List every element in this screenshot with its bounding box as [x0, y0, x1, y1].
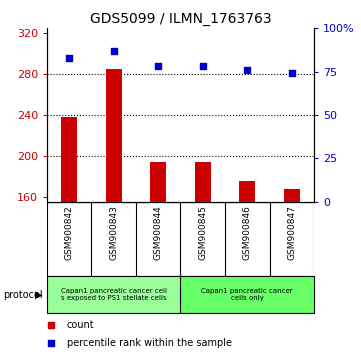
Text: ▶: ▶ — [35, 290, 43, 300]
Point — [289, 70, 295, 76]
Text: GSM900846: GSM900846 — [243, 205, 252, 261]
Text: percentile rank within the sample: percentile rank within the sample — [67, 338, 232, 348]
Bar — [47, 276, 180, 313]
Point — [66, 55, 72, 61]
Text: GSM900845: GSM900845 — [198, 205, 207, 261]
Text: GSM900842: GSM900842 — [65, 205, 74, 260]
Point — [244, 67, 250, 73]
Title: GDS5099 / ILMN_1763763: GDS5099 / ILMN_1763763 — [90, 12, 271, 26]
Point — [200, 64, 206, 69]
Text: protocol: protocol — [4, 290, 43, 300]
Text: GSM900843: GSM900843 — [109, 205, 118, 261]
Bar — [239, 181, 255, 202]
Text: GSM900847: GSM900847 — [287, 205, 296, 261]
Bar — [61, 117, 77, 202]
Text: Capan1 pancreatic cancer cell
s exposed to PS1 stellate cells: Capan1 pancreatic cancer cell s exposed … — [61, 288, 167, 301]
Text: count: count — [67, 320, 95, 330]
Point — [155, 64, 161, 69]
Bar — [106, 69, 122, 202]
Bar — [195, 162, 210, 202]
Point — [111, 48, 117, 54]
Bar — [151, 162, 166, 202]
Bar — [180, 276, 314, 313]
Text: Capan1 pancreatic cancer
cells only: Capan1 pancreatic cancer cells only — [201, 288, 293, 301]
Bar — [284, 189, 300, 202]
Text: GSM900844: GSM900844 — [154, 205, 163, 260]
